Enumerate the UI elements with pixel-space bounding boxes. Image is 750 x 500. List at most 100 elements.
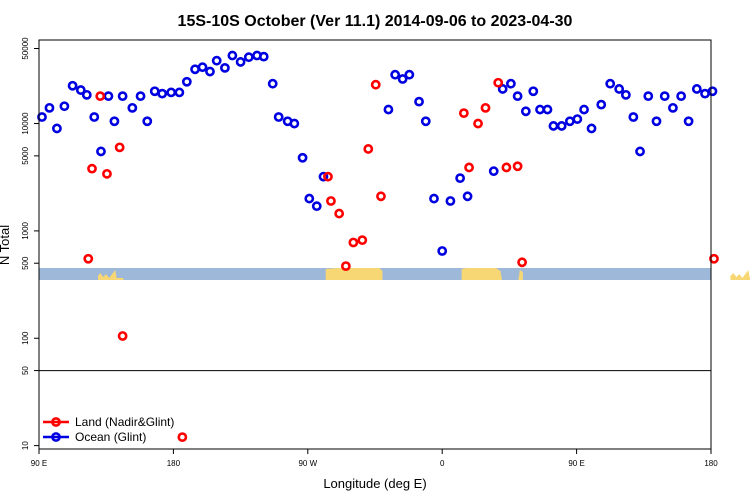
land-band-south-america	[325, 268, 383, 280]
ocean-point	[683, 116, 694, 127]
ocean-point	[390, 69, 401, 80]
ocean-point	[174, 87, 185, 98]
plot-frame	[38, 39, 712, 450]
land-point	[370, 79, 381, 90]
ocean-point	[318, 171, 329, 182]
ocean-point	[488, 166, 499, 177]
ocean-point	[181, 76, 192, 87]
ocean-point	[235, 57, 246, 67]
ocean-point	[429, 193, 439, 204]
ocean-point	[205, 66, 215, 77]
legend-label-land: Land (Nadir&Glint)	[75, 415, 174, 429]
ocean-point	[103, 91, 114, 102]
y-axis-ticks: 10 50 100 500 1000 5000 10000 50000	[21, 37, 39, 450]
land-point	[376, 191, 386, 202]
y-tick-label: 500	[21, 256, 30, 270]
x-tick-label: 0	[440, 459, 445, 468]
ocean-point	[75, 85, 86, 95]
ocean-point	[89, 112, 100, 122]
ocean-point	[44, 102, 55, 113]
x-tick-label: 90 E	[31, 459, 47, 468]
y-tick-label: 1000	[21, 221, 30, 239]
ocean-point	[556, 121, 567, 131]
land-point	[357, 235, 368, 246]
ocean-point	[564, 116, 575, 127]
ocean-point	[628, 112, 639, 122]
ocean-point	[605, 78, 616, 89]
ocean-point	[258, 51, 269, 62]
land-point	[709, 253, 719, 264]
ocean-point	[528, 86, 539, 97]
ocean-point	[455, 173, 466, 184]
ocean-point	[267, 78, 278, 89]
y-tick-label: 10	[21, 441, 30, 450]
data-points	[37, 50, 719, 443]
ocean-point	[81, 89, 92, 100]
land-point	[114, 142, 125, 153]
land-point	[177, 432, 188, 443]
land-point	[512, 161, 523, 172]
ocean-point	[668, 102, 678, 113]
land-band-maritime-continent	[97, 270, 124, 280]
ocean-point	[505, 78, 516, 89]
ocean-point	[651, 116, 662, 127]
land-point	[493, 77, 504, 88]
ocean-point	[572, 114, 583, 124]
land-point	[117, 331, 128, 341]
land-point	[348, 237, 359, 248]
x-axis-ticks: 90 E 180 90 W 0 90 E 180	[31, 449, 718, 468]
ocean-point	[676, 91, 687, 102]
ocean-point	[96, 146, 106, 157]
land-point	[458, 108, 469, 119]
ocean-point	[635, 146, 645, 157]
ocean-point	[127, 102, 138, 113]
ocean-point	[52, 123, 62, 134]
ocean-point	[414, 96, 424, 107]
land-point	[334, 208, 345, 219]
ocean-point	[243, 52, 254, 63]
ocean-point	[462, 191, 473, 202]
land-point	[102, 168, 112, 179]
ocean-point	[273, 112, 284, 122]
x-tick-label: 90 W	[298, 459, 317, 468]
ocean-point	[512, 91, 523, 102]
ocean-point	[197, 62, 208, 73]
x-tick-label: 180	[704, 459, 718, 468]
ocean-point	[142, 116, 153, 127]
ocean-point	[397, 74, 408, 84]
land-point	[323, 171, 333, 182]
ocean-point	[691, 84, 702, 94]
land-point	[363, 144, 374, 154]
ocean-point	[157, 88, 168, 99]
ocean-point	[289, 118, 300, 129]
ocean-point	[659, 91, 670, 102]
y-axis-label: N Total	[0, 225, 12, 265]
land-band-australia	[730, 270, 750, 280]
land-point	[95, 91, 106, 102]
land-band-africa	[461, 268, 523, 280]
ocean-point	[620, 89, 631, 100]
ocean-point	[596, 99, 607, 110]
land-point	[326, 196, 336, 206]
land-point	[501, 162, 512, 173]
ocean-point	[542, 104, 553, 115]
ocean-point	[497, 84, 508, 94]
ocean-point	[420, 116, 431, 127]
ocean-point	[520, 106, 531, 117]
ocean-point	[220, 62, 230, 73]
ocean-point	[190, 64, 200, 75]
ocean-point	[149, 86, 160, 97]
ocean-point	[109, 116, 120, 127]
ocean-point	[643, 91, 654, 102]
ocean-point	[579, 104, 589, 115]
ocean-point	[445, 196, 456, 206]
y-tick-label: 50	[21, 366, 30, 375]
ocean-point	[311, 201, 322, 212]
ocean-point	[614, 84, 625, 94]
legend-label-ocean: Ocean (Glint)	[75, 430, 146, 444]
y-tick-label: 5000	[21, 146, 30, 164]
chart-title: 15S-10S October (Ver 11.1) 2014-09-06 to…	[178, 13, 573, 30]
ocean-point	[437, 246, 448, 256]
legend-marker-ocean	[51, 432, 61, 442]
